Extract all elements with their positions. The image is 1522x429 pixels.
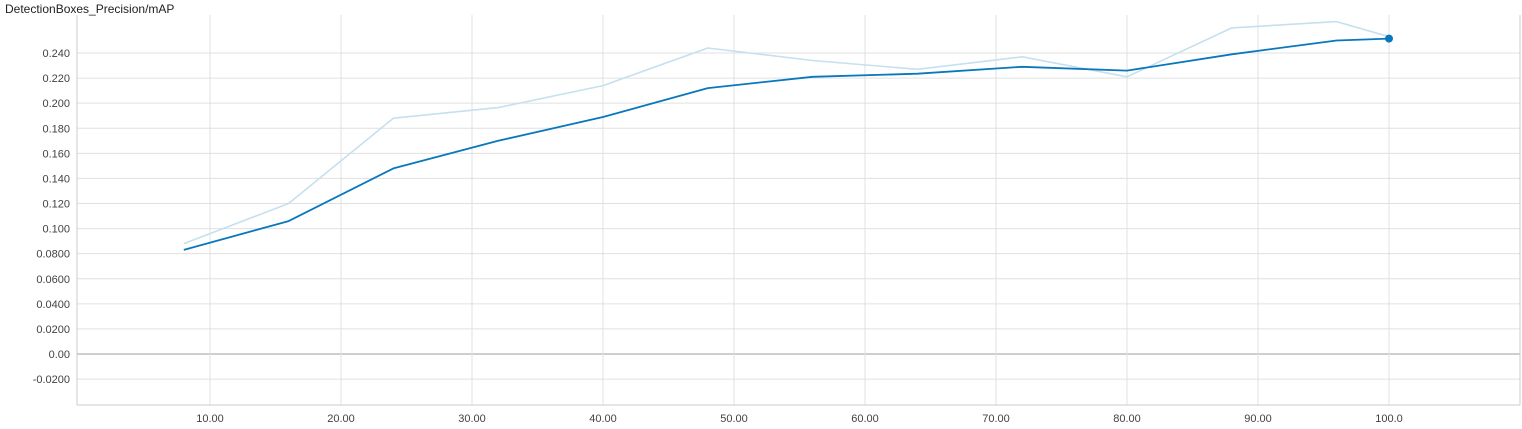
y-tick-label: 0.240 <box>42 48 70 60</box>
x-tick-label: 50.00 <box>720 413 748 425</box>
x-tick-label: 20.00 <box>327 413 355 425</box>
grid <box>76 15 1521 406</box>
x-axis-labels: 10.00 20.00 30.00 40.00 50.00 60.00 70.00 80.00… <box>196 413 1403 425</box>
x-tick-label: 100.0 <box>1375 413 1403 425</box>
x-tick-label: 80.00 <box>1113 413 1141 425</box>
series-group <box>183 20 1393 251</box>
x-tick-label: 10.00 <box>196 413 224 425</box>
y-tick-label: 0.160 <box>42 148 70 160</box>
y-tick-label: 0.100 <box>42 224 70 236</box>
y-tick-label: 0.00 <box>49 349 70 361</box>
chart-title: DetectionBoxes_Precision/mAP <box>5 2 175 16</box>
smoothed-series-line <box>183 37 1390 251</box>
x-tick-label: 70.00 <box>982 413 1010 425</box>
x-tick-label: 30.00 <box>458 413 486 425</box>
y-tick-label: 0.120 <box>42 199 70 211</box>
x-tick-label: 60.00 <box>851 413 879 425</box>
y-tick-label: 0.140 <box>42 173 70 185</box>
y-tick-label: 0.200 <box>42 98 70 110</box>
y-tick-label: 0.220 <box>42 73 70 85</box>
y-tick-label: -0.0200 <box>33 374 70 386</box>
y-tick-label: 0.0200 <box>36 324 70 336</box>
y-tick-label: 0.180 <box>42 123 70 135</box>
x-tick-label: 90.00 <box>1244 413 1272 425</box>
x-tick-label: 40.00 <box>589 413 617 425</box>
raw-series-line <box>183 20 1390 245</box>
y-tick-label: 0.0400 <box>36 299 70 311</box>
last-point-marker <box>1385 34 1393 43</box>
y-axis-labels: -0.0200 0.00 0.0200 0.0400 0.0600 0.0800 0.100… <box>33 48 70 386</box>
y-tick-label: 0.0800 <box>36 249 70 261</box>
y-tick-label: 0.0600 <box>36 274 70 286</box>
